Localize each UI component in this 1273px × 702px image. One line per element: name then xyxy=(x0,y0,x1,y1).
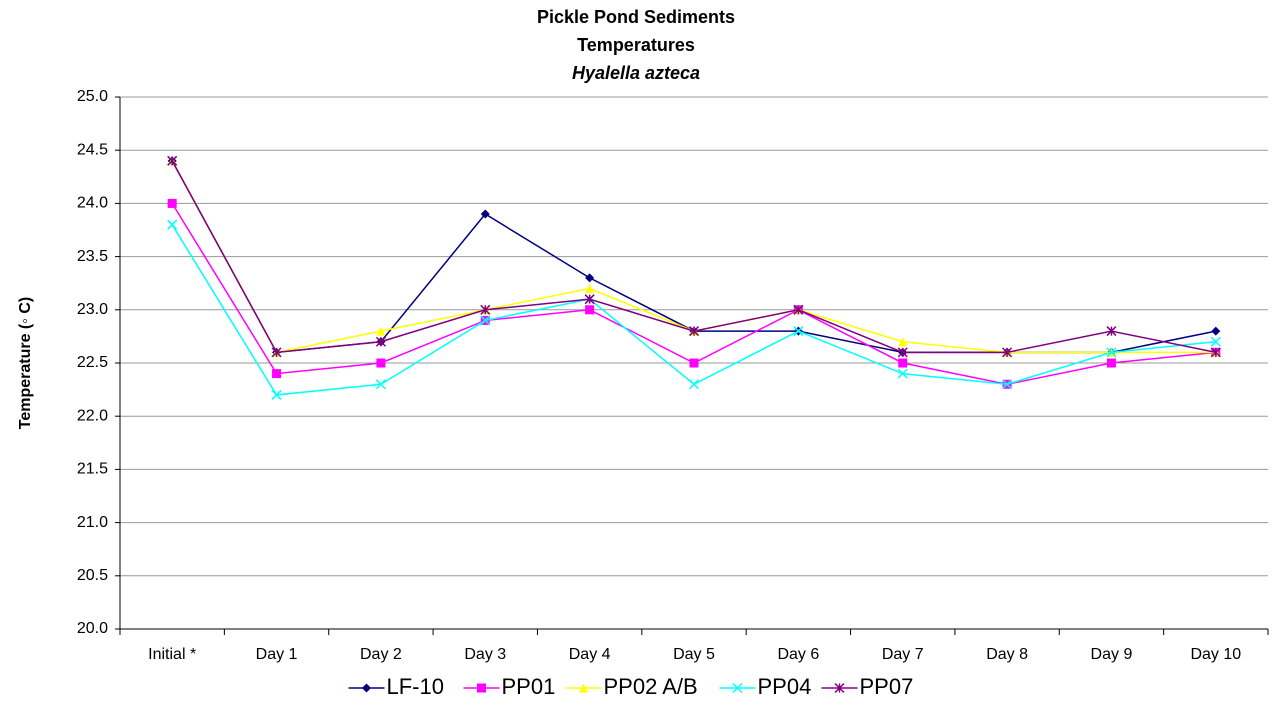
marker xyxy=(362,683,371,693)
marker xyxy=(480,304,491,315)
x-tick-label: Day 1 xyxy=(256,646,298,663)
x-tick-label: Day 7 xyxy=(882,646,924,663)
marker xyxy=(480,315,491,326)
y-tick-label: 25.0 xyxy=(77,88,108,105)
x-tick-label: Initial * xyxy=(148,646,196,663)
marker xyxy=(376,358,386,368)
marker xyxy=(688,326,700,337)
marker xyxy=(732,682,743,694)
marker xyxy=(167,198,177,208)
marker xyxy=(793,326,804,337)
marker xyxy=(898,337,908,347)
marker xyxy=(272,369,282,379)
x-tick-label: Day 3 xyxy=(464,646,506,663)
marker xyxy=(1002,379,1013,390)
x-tick-label: Day 9 xyxy=(1091,646,1133,663)
marker xyxy=(793,304,804,315)
x-tick-label: Day 4 xyxy=(569,646,611,663)
marker xyxy=(477,683,486,693)
marker xyxy=(375,379,386,390)
marker xyxy=(271,347,282,358)
y-axis-label: Temperature (◦ C) xyxy=(17,297,34,430)
marker xyxy=(1211,326,1221,336)
legend-label: PP04 xyxy=(758,674,812,699)
legend-label: PP07 xyxy=(860,674,914,699)
marker xyxy=(1210,336,1221,347)
marker xyxy=(585,273,595,283)
y-tick-label: 24.5 xyxy=(77,141,108,158)
marker xyxy=(1002,347,1013,358)
series xyxy=(167,219,1221,400)
marker xyxy=(689,358,699,368)
marker xyxy=(376,326,386,336)
y-tick-label: 23.5 xyxy=(77,248,108,265)
y-tick-label: 22.5 xyxy=(77,354,108,371)
series-line xyxy=(171,203,1216,386)
marker xyxy=(375,336,386,347)
chart-subtitle: Hyalella azteca xyxy=(572,63,700,83)
y-tick-label: 21.0 xyxy=(77,514,108,531)
marker xyxy=(579,683,588,693)
marker xyxy=(688,379,700,390)
marker xyxy=(897,368,908,379)
x-tick-label: Day 10 xyxy=(1190,646,1241,663)
y-tick-label: 20.5 xyxy=(77,567,108,584)
y-tick-label: 24.0 xyxy=(77,195,108,212)
y-tick-label: 22.0 xyxy=(77,407,108,424)
x-tick-label: Day 6 xyxy=(777,646,819,663)
marker xyxy=(585,284,595,294)
marker xyxy=(1106,358,1116,368)
marker xyxy=(271,389,282,400)
legend-label: PP01 xyxy=(502,674,556,699)
marker xyxy=(898,358,908,368)
marker xyxy=(480,209,490,219)
series xyxy=(167,198,1221,389)
marker xyxy=(167,219,178,230)
marker xyxy=(834,682,845,694)
marker xyxy=(585,305,595,315)
x-tick-label: Day 5 xyxy=(673,646,715,663)
marker xyxy=(897,347,908,358)
marker xyxy=(584,294,595,305)
chart-title: Pickle Pond Sediments xyxy=(537,7,735,27)
marker xyxy=(167,155,178,166)
legend-label: PP02 A/B xyxy=(604,674,698,699)
x-tick-label: Day 8 xyxy=(986,646,1028,663)
series xyxy=(167,155,1221,358)
legend-label: LF-10 xyxy=(387,674,444,699)
marker xyxy=(1106,326,1117,337)
chart-subtitle: Temperatures xyxy=(577,35,695,55)
marker xyxy=(1210,347,1221,358)
x-tick-label: Day 2 xyxy=(360,646,402,663)
y-tick-label: 20.0 xyxy=(77,620,108,637)
y-tick-label: 23.0 xyxy=(77,301,108,318)
y-tick-label: 21.5 xyxy=(77,461,108,478)
marker xyxy=(1106,347,1117,358)
